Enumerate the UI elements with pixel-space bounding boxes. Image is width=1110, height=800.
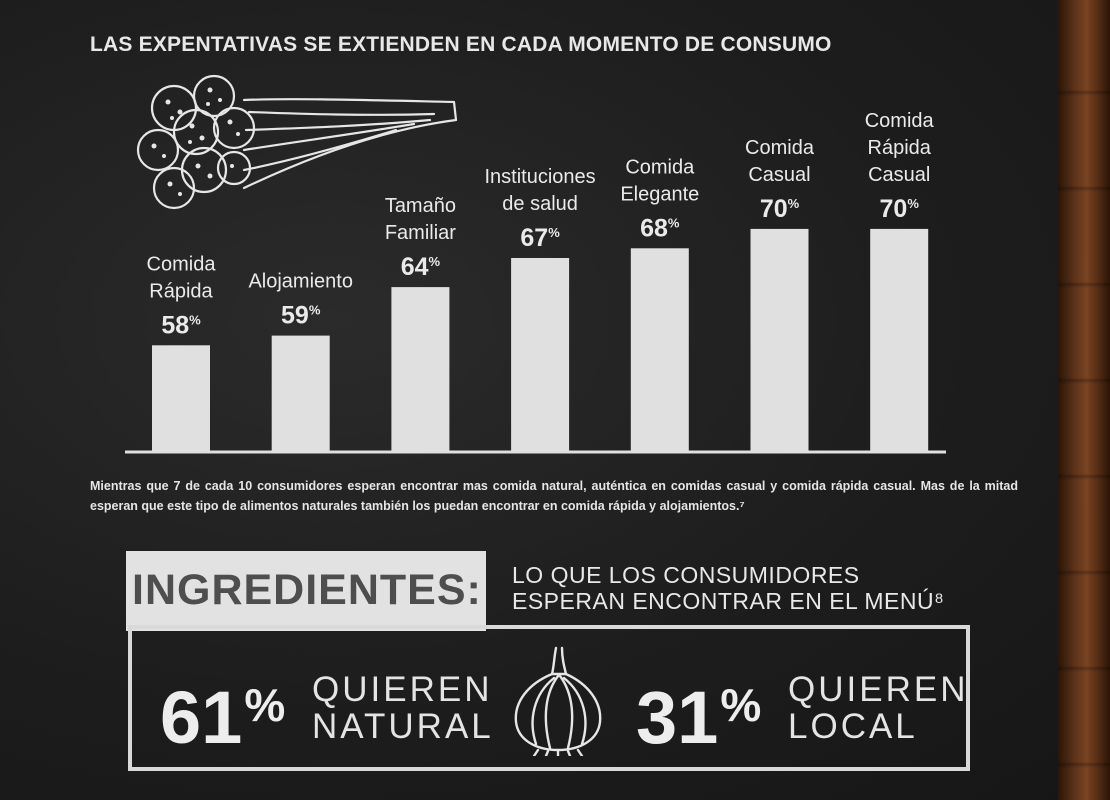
local-stat-line2: LOCAL (788, 707, 918, 746)
bar-value-percent-2: % (309, 303, 321, 318)
bar-value-percent-6: % (788, 196, 800, 211)
bar-1 (152, 345, 210, 452)
bar-value-percent-1: % (189, 312, 201, 327)
natural-stat-number: 61 (160, 676, 243, 759)
bar-7 (870, 228, 929, 452)
bar-value-label-5: 68% (640, 214, 680, 242)
bar-value-percent-3: % (429, 254, 441, 269)
bar-5 (630, 248, 689, 452)
page-title: LAS EXPENTATIVAS SE EXTIENDEN EN CADA MO… (90, 33, 832, 56)
bar-category-label-5-line-1: Comida (625, 156, 695, 178)
bar-category-label-4-line-2: de salud (502, 193, 578, 215)
bar-value-label-7: 70% (880, 195, 920, 223)
bar-2 (271, 335, 330, 452)
bar-category-label-3-line-1: Tamaño (385, 195, 456, 217)
bar-value-number-7: 70 (880, 195, 908, 223)
natural-stat-label: QUIEREN NATURAL (312, 671, 494, 745)
bar-category-label-6-line-2: Casual (748, 164, 810, 186)
local-stat-label: QUIEREN LOCAL (788, 671, 968, 745)
ingredients-stats-box (128, 625, 970, 771)
bar-category-label-1-line-2: Rápida (149, 280, 213, 302)
bar-value-percent-4: % (548, 225, 560, 240)
bar-value-label-3: 64% (401, 253, 441, 281)
bar-value-number-1: 58 (161, 311, 189, 339)
bar-category-label-6-line-1: Comida (745, 137, 815, 159)
bar-value-percent-7: % (907, 196, 919, 211)
bar-category-label-1-line-1: Comida (147, 253, 217, 275)
local-stat-line1: QUIEREN (788, 670, 969, 709)
bar-value-label-1: 58% (161, 311, 201, 339)
bar-6 (750, 228, 809, 452)
natural-stat-percent: % (244, 679, 286, 731)
wooden-frame-edge (1058, 0, 1110, 800)
bar-value-number-3: 64 (401, 253, 429, 281)
natural-stat-line2: NATURAL (312, 707, 494, 746)
bar-value-label-4: 67% (520, 224, 560, 252)
bar-value-percent-5: % (668, 215, 680, 230)
bar-category-label-7-line-3: Casual (868, 164, 930, 186)
natural-stat-line1: QUIEREN (312, 670, 493, 709)
bar-value-number-4: 67 (520, 224, 548, 252)
bar-value-label-2: 59% (281, 302, 321, 330)
ingredients-subtitle-line2: ESPERAN ENCONTRAR EN EL MENÚ⁸ (512, 588, 945, 614)
bar-category-label-3-line-2: Familiar (385, 222, 456, 244)
natural-stat-value: 61% (160, 665, 285, 758)
bar-value-number-2: 59 (281, 302, 309, 330)
broccoli-icon (136, 74, 458, 210)
chart-footnote: Mientras que 7 de cada 10 consumidores e… (90, 479, 1018, 513)
bar-category-label-5-line-2: Elegante (620, 183, 699, 205)
bar-value-label-6: 70% (760, 195, 800, 223)
bar-value-number-5: 68 (640, 214, 668, 242)
local-stat-percent: % (720, 679, 762, 731)
ingredients-subtitle: LO QUE LOS CONSUMIDORES ESPERAN ENCONTRA… (512, 562, 944, 614)
local-stat-value: 31% (636, 665, 761, 758)
ingredients-label: INGREDIENTES: (132, 566, 482, 614)
bar-4 (511, 258, 570, 452)
local-stat-number: 31 (636, 676, 719, 759)
ingredients-tab (126, 551, 486, 631)
bar-category-label-7-line-2: Rápida (868, 137, 932, 159)
bar-3 (391, 287, 450, 452)
bar-category-label-4-line-1: Instituciones (485, 166, 596, 188)
bar-value-number-6: 70 (760, 195, 788, 223)
bar-category-label-2-line-1: Alojamiento (248, 271, 353, 293)
garlic-icon (514, 646, 602, 756)
ingredients-subtitle-line1: LO QUE LOS CONSUMIDORES (512, 562, 860, 588)
bar-category-label-7-line-1: Comida (865, 110, 935, 132)
